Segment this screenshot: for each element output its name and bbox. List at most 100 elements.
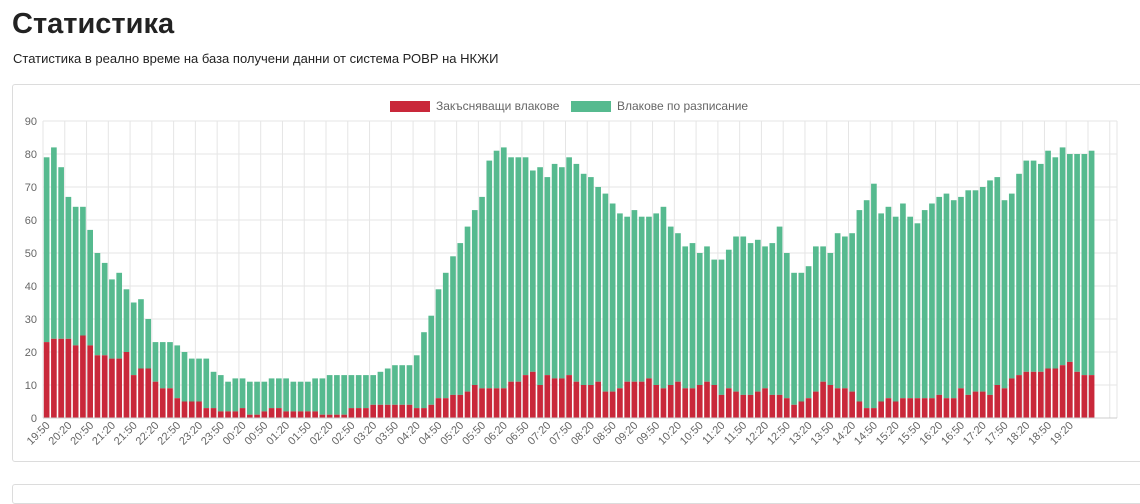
bar-scheduled[interactable] xyxy=(457,243,464,395)
bar-scheduled[interactable] xyxy=(392,365,398,405)
bar-scheduled[interactable] xyxy=(827,253,834,385)
bar-scheduled[interactable] xyxy=(783,253,790,399)
bar-late[interactable] xyxy=(979,391,986,418)
bar-late[interactable] xyxy=(631,381,638,418)
bar-late[interactable] xyxy=(138,368,144,419)
bar-late[interactable] xyxy=(515,381,522,418)
bar-scheduled[interactable] xyxy=(856,210,863,402)
bar-scheduled[interactable] xyxy=(377,371,384,405)
bar-scheduled[interactable] xyxy=(987,180,993,395)
bar-late[interactable] xyxy=(174,398,181,418)
chart-bars[interactable] xyxy=(43,147,1095,419)
bar-late[interactable] xyxy=(878,401,884,419)
bar-late[interactable] xyxy=(617,388,623,418)
bar-late[interactable] xyxy=(704,381,710,418)
bar-scheduled[interactable] xyxy=(958,196,964,389)
bar-late[interactable] xyxy=(740,394,747,418)
bar-late[interactable] xyxy=(377,404,384,418)
bar-scheduled[interactable] xyxy=(305,381,311,412)
bar-late[interactable] xyxy=(1037,371,1044,418)
bar-scheduled[interactable] xyxy=(174,345,181,399)
bar-scheduled[interactable] xyxy=(283,378,289,412)
bar-scheduled[interactable] xyxy=(159,342,166,389)
bar-scheduled[interactable] xyxy=(1030,160,1037,372)
bar-scheduled[interactable] xyxy=(994,177,1001,385)
bar-late[interactable] xyxy=(588,385,594,418)
bar-scheduled[interactable] xyxy=(203,358,210,409)
bar-scheduled[interactable] xyxy=(733,236,739,392)
bar-late[interactable] xyxy=(522,375,529,418)
bar-late[interactable] xyxy=(965,394,972,418)
bar-late[interactable] xyxy=(987,394,993,418)
bar-late[interactable] xyxy=(1030,371,1037,418)
bar-scheduled[interactable] xyxy=(573,163,580,382)
bar-scheduled[interactable] xyxy=(188,358,195,402)
bar-late[interactable] xyxy=(1074,371,1080,418)
bar-late[interactable] xyxy=(348,408,355,418)
bar-late[interactable] xyxy=(500,388,507,418)
bar-late[interactable] xyxy=(1052,368,1059,419)
bar-scheduled[interactable] xyxy=(421,332,427,409)
bar-scheduled[interactable] xyxy=(326,375,333,415)
bar-scheduled[interactable] xyxy=(704,246,710,382)
bar-late[interactable] xyxy=(675,381,681,418)
bar-scheduled[interactable] xyxy=(384,368,391,405)
bar-scheduled[interactable] xyxy=(210,371,217,409)
bar-late[interactable] xyxy=(856,401,863,419)
bar-scheduled[interactable] xyxy=(1008,193,1015,379)
bar-late[interactable] xyxy=(58,338,64,418)
bar-late[interactable] xyxy=(450,394,456,418)
bar-scheduled[interactable] xyxy=(72,206,79,346)
bar-late[interactable] xyxy=(80,335,86,419)
bar-scheduled[interactable] xyxy=(268,378,275,409)
chart-legend[interactable]: Закъсняващи влакове Влакове по разписани… xyxy=(390,99,748,113)
bar-late[interactable] xyxy=(783,398,790,418)
bar-scheduled[interactable] xyxy=(813,246,819,392)
bar-scheduled[interactable] xyxy=(929,203,935,399)
bar-scheduled[interactable] xyxy=(167,342,173,389)
bar-late[interactable] xyxy=(1008,378,1015,418)
bar-scheduled[interactable] xyxy=(530,170,536,372)
bar-scheduled[interactable] xyxy=(863,200,870,409)
bar-late[interactable] xyxy=(276,408,282,418)
bar-late[interactable] xyxy=(921,398,928,418)
bar-scheduled[interactable] xyxy=(950,200,957,399)
bar-late[interactable] xyxy=(1045,368,1051,419)
bar-scheduled[interactable] xyxy=(631,210,638,382)
bar-late[interactable] xyxy=(711,385,718,418)
bar-scheduled[interactable] xyxy=(696,253,703,385)
bar-scheduled[interactable] xyxy=(319,378,326,415)
bar-scheduled[interactable] xyxy=(1045,150,1051,369)
bar-late[interactable] xyxy=(718,394,725,418)
bar-late[interactable] xyxy=(769,394,776,418)
bar-scheduled[interactable] xyxy=(682,246,689,389)
bar-scheduled[interactable] xyxy=(232,378,239,412)
bar-scheduled[interactable] xyxy=(1067,154,1073,362)
bar-scheduled[interactable] xyxy=(312,378,318,412)
bar-scheduled[interactable] xyxy=(653,213,660,385)
bar-late[interactable] xyxy=(261,411,268,418)
bar-late[interactable] xyxy=(101,355,108,418)
bar-late[interactable] xyxy=(87,345,93,418)
bar-late[interactable] xyxy=(994,385,1001,418)
bar-late[interactable] xyxy=(457,394,464,418)
bar-scheduled[interactable] xyxy=(747,243,754,395)
bar-scheduled[interactable] xyxy=(617,213,623,389)
bar-late[interactable] xyxy=(551,378,558,418)
bar-scheduled[interactable] xyxy=(486,160,493,389)
bar-scheduled[interactable] xyxy=(595,187,601,382)
bar-scheduled[interactable] xyxy=(508,157,514,382)
bar-late[interactable] xyxy=(493,388,500,418)
bar-late[interactable] xyxy=(900,398,906,418)
bar-scheduled[interactable] xyxy=(624,216,630,382)
bar-late[interactable] xyxy=(442,398,449,418)
bar-scheduled[interactable] xyxy=(276,378,282,409)
bar-scheduled[interactable] xyxy=(711,259,718,385)
bar-late[interactable] xyxy=(798,401,805,419)
bar-scheduled[interactable] xyxy=(965,190,972,395)
bar-scheduled[interactable] xyxy=(900,203,906,399)
bar-late[interactable] xyxy=(72,345,79,418)
bar-late[interactable] xyxy=(384,404,391,418)
bar-scheduled[interactable] xyxy=(537,167,543,385)
bar-scheduled[interactable] xyxy=(1037,163,1044,372)
